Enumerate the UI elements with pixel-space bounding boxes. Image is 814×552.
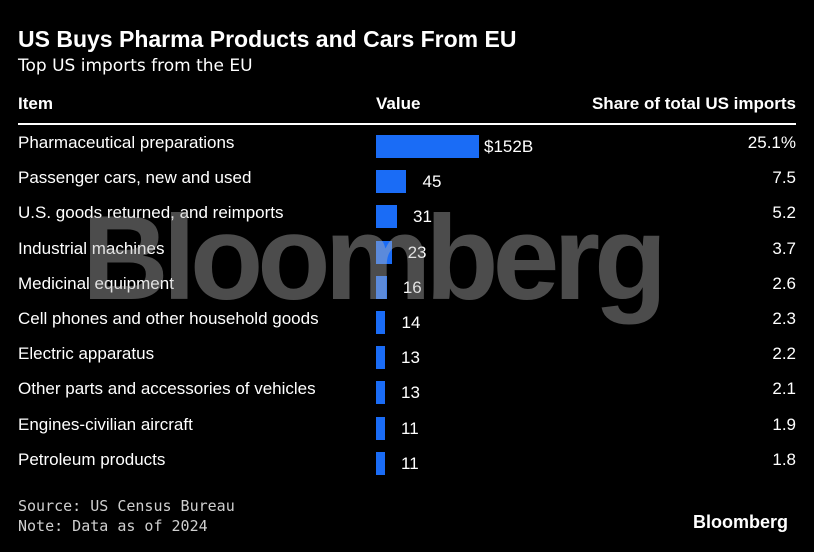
chart-subtitle: Top US imports from the EU xyxy=(18,56,253,76)
row-label: Other parts and accessories of vehicles xyxy=(18,379,316,399)
value-bar xyxy=(376,381,385,405)
table-row: Passenger cars, new and used 45 7.5 xyxy=(0,161,814,196)
value-label: 13 xyxy=(401,383,420,403)
column-header-share: Share of total US imports xyxy=(591,94,796,113)
data-note: Note: Data as of 2024 xyxy=(18,517,208,535)
share-value: 3.7 xyxy=(772,238,796,258)
share-value: 7.5 xyxy=(772,168,796,188)
table-row: Medicinal equipment 16 2.6 xyxy=(0,267,814,302)
table-row: U.S. goods returned, and reimports 31 5.2 xyxy=(0,196,814,231)
table-row: Other parts and accessories of vehicles 1… xyxy=(0,372,814,407)
header-rule xyxy=(18,123,796,125)
row-label: Electric apparatus xyxy=(18,344,155,364)
value-bar xyxy=(376,346,385,370)
table-row: Cell phones and other household goods 14 2… xyxy=(0,302,814,337)
row-label: U.S. goods returned, and reimports xyxy=(18,203,284,223)
row-label: Pharmaceutical preparations xyxy=(18,133,235,152)
value-label: 31 xyxy=(413,207,432,227)
value-label: 45 xyxy=(422,172,442,192)
bloomberg-logo: Bloomberg xyxy=(692,512,788,532)
value-bar xyxy=(376,170,407,194)
column-header-item: Item xyxy=(18,94,53,113)
share-value: 25.1% xyxy=(747,133,796,152)
column-header-value: Value xyxy=(376,94,421,113)
value-bar xyxy=(376,416,385,440)
share-value: 2.1 xyxy=(772,379,796,399)
value-label: $152B xyxy=(484,137,534,156)
value-bar xyxy=(376,240,392,264)
row-label: Engines-civilian aircraft xyxy=(18,414,193,434)
value-bar xyxy=(376,205,397,229)
value-label: 13 xyxy=(401,348,420,368)
row-label: Industrial machines xyxy=(18,238,165,258)
share-value: 1.8 xyxy=(772,449,796,469)
value-bar xyxy=(376,311,386,334)
row-label: Cell phones and other household goods xyxy=(18,309,319,328)
table-row: Industrial machines 23 3.7 xyxy=(0,232,814,267)
share-value: 1.9 xyxy=(772,414,796,434)
table-row: Pharmaceutical preparations $152B 25.1% xyxy=(0,126,814,161)
share-value: 2.2 xyxy=(772,344,796,364)
share-value: 5.2 xyxy=(772,203,796,223)
value-bar xyxy=(376,451,385,475)
table-row: Petroleum products 11 1.8 xyxy=(0,443,814,478)
row-label: Passenger cars, new and used xyxy=(18,168,252,188)
value-label: 23 xyxy=(407,242,427,262)
value-label: 14 xyxy=(401,313,421,332)
value-label: 11 xyxy=(401,418,419,438)
value-label: 16 xyxy=(402,277,422,297)
chart-title: US Buys Pharma Products and Cars From EU xyxy=(18,26,517,52)
value-bar xyxy=(376,135,479,158)
table-row: Electric apparatus 13 2.2 xyxy=(0,337,814,372)
row-label: Medicinal equipment xyxy=(18,273,174,293)
share-value: 2.3 xyxy=(772,309,796,328)
table-row: Engines-civilian aircraft 11 1.9 xyxy=(0,408,814,443)
source-note: Source: US Census Bureau xyxy=(18,497,235,515)
value-bar xyxy=(376,275,387,299)
value-label: 11 xyxy=(401,453,419,473)
share-value: 2.6 xyxy=(772,273,796,293)
row-label: Petroleum products xyxy=(18,449,166,469)
